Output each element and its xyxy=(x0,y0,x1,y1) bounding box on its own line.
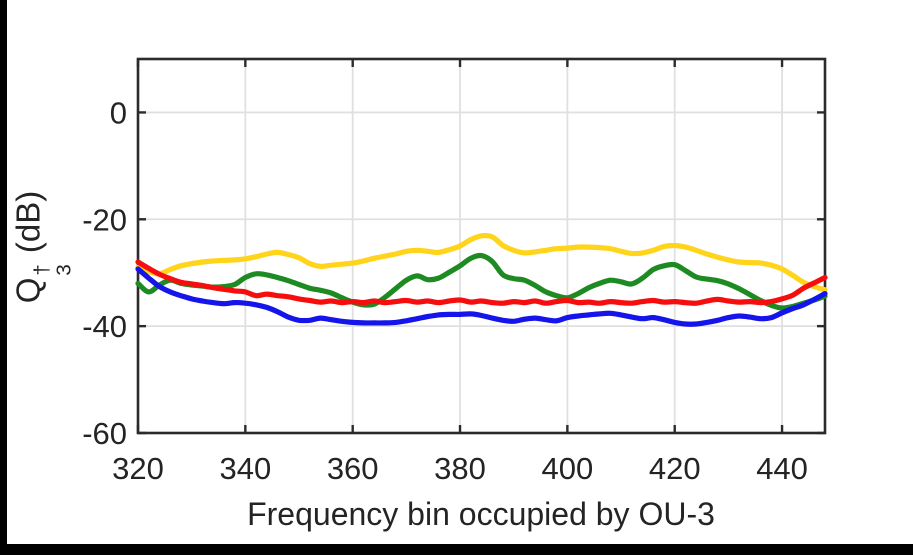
y-tick-label--20: -20 xyxy=(82,202,127,237)
y-label-script-stack: † 3 xyxy=(30,264,76,276)
bottom-border-bar xyxy=(0,544,913,555)
x-axis-label: Frequency bin occupied by OU-3 xyxy=(247,496,715,532)
x-tick-label-340: 340 xyxy=(219,451,271,486)
blue-series-path xyxy=(135,266,828,327)
y-tick-label--40: -40 xyxy=(82,309,127,344)
x-tick-label-400: 400 xyxy=(542,451,594,486)
red-series-path xyxy=(135,259,828,306)
x-tick-label-380: 380 xyxy=(434,451,486,486)
x-tick-label-360: 360 xyxy=(327,451,379,486)
y-label-superscript-dagger: † xyxy=(30,264,54,276)
green-series-path xyxy=(135,252,828,311)
plot-box xyxy=(136,57,827,435)
y-axis-label: Q † 3 (dB) xyxy=(9,190,76,304)
yellow-series-path xyxy=(135,232,828,293)
y-label-base: Q xyxy=(9,277,47,304)
x-tick-label-320: 320 xyxy=(112,451,164,486)
x-tick-label-440: 440 xyxy=(756,451,808,486)
y-tick-label-0: 0 xyxy=(110,95,127,130)
left-border-bar xyxy=(0,0,7,555)
y-tick-label--60: -60 xyxy=(82,416,127,451)
x-tick-label-420: 420 xyxy=(649,451,701,486)
y-label-subscript: 3 xyxy=(52,264,76,276)
y-label-units: (dB) xyxy=(9,190,47,263)
